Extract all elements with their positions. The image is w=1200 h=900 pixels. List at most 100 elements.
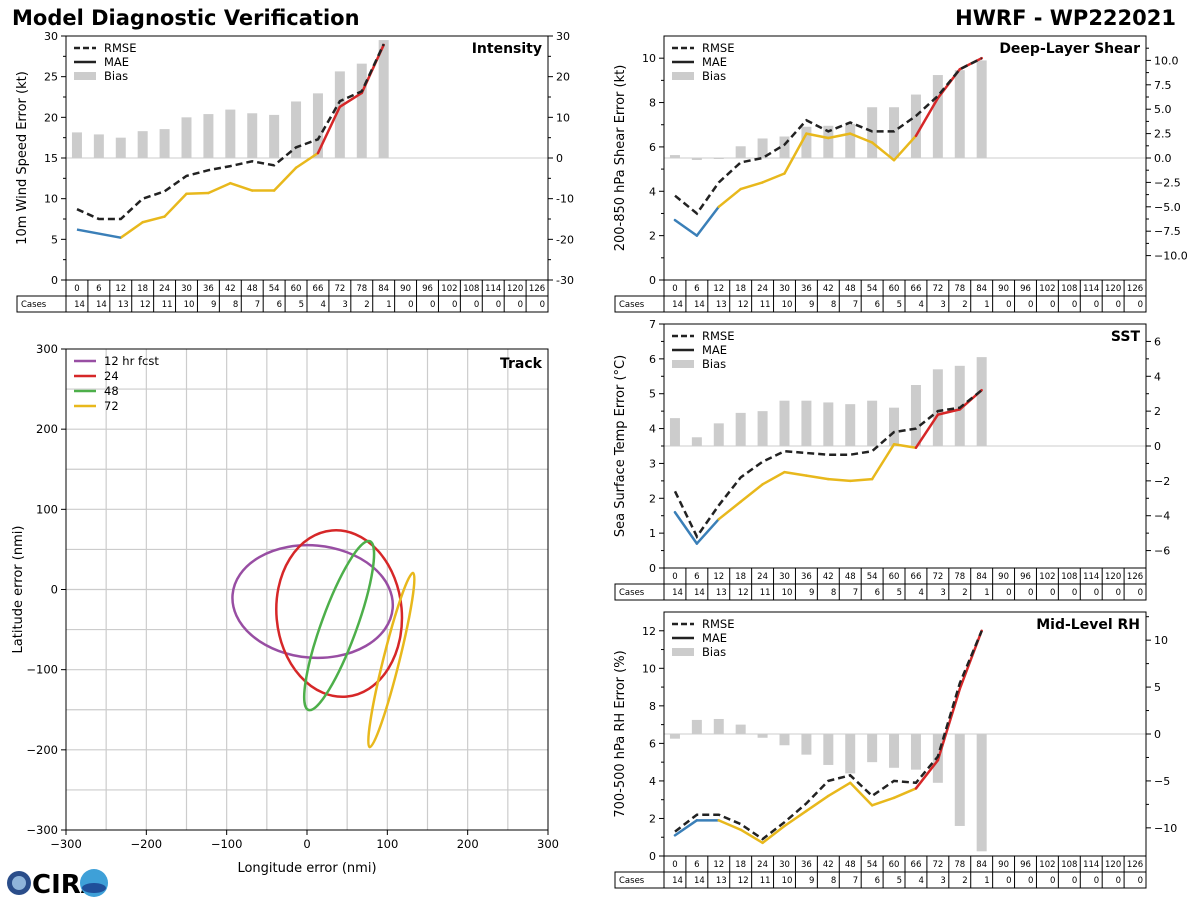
- table-hour: 12: [713, 572, 724, 582]
- table-hour: 24: [757, 572, 768, 582]
- mae-line-segment: [914, 96, 940, 138]
- table-hour: 108: [1061, 860, 1077, 870]
- y-tick-label: 6: [649, 141, 656, 154]
- table-case-count: 0: [1094, 588, 1099, 598]
- table-case-count: 4: [918, 588, 923, 598]
- table-case-count: 12: [140, 300, 151, 310]
- y-tick-label: 10: [44, 193, 58, 206]
- mae-line-segment: [827, 477, 852, 483]
- table-hour: 114: [485, 284, 501, 294]
- table-hour: 54: [867, 284, 878, 294]
- mae-line-segment: [958, 629, 983, 691]
- table-hour: 60: [889, 284, 900, 294]
- table-case-count: 0: [408, 300, 413, 310]
- table-hour: 42: [225, 284, 236, 294]
- table-case-count: 0: [1072, 876, 1077, 886]
- table-hour: 102: [1039, 860, 1055, 870]
- table-case-count: 9: [211, 300, 216, 310]
- y2-tick-label: −4: [1154, 510, 1170, 523]
- track-y-tick-label: 200: [36, 422, 58, 436]
- bias-bar: [889, 734, 900, 768]
- table-case-count: 0: [1094, 300, 1099, 310]
- bias-bar: [225, 109, 236, 158]
- table-case-count: 1: [984, 300, 989, 310]
- mae-line-segment: [739, 483, 764, 504]
- bias-bar: [867, 400, 878, 446]
- y-tick-label: 10: [642, 52, 656, 65]
- table-hour: 84: [976, 572, 987, 582]
- bias-bar: [691, 158, 702, 160]
- y2-tick-label: 10: [1154, 634, 1168, 647]
- table-case-count: 0: [1116, 876, 1121, 886]
- table-case-count: 5: [897, 876, 902, 886]
- legend-bias-label: Bias: [702, 357, 726, 371]
- y-tick-label: 10: [642, 662, 656, 675]
- mae-line-segment: [695, 517, 721, 545]
- legend-bias-swatch: [74, 72, 96, 80]
- table-case-count: 1: [984, 876, 989, 886]
- table-hour: 84: [976, 284, 987, 294]
- mae-line-segment: [163, 192, 188, 218]
- mae-line-segment: [316, 105, 342, 155]
- table-case-count: 6: [875, 300, 880, 310]
- table-case-count: 8: [831, 300, 836, 310]
- bias-bar: [669, 418, 680, 446]
- bias-bar: [823, 125, 834, 158]
- mae-line-segment: [805, 474, 830, 481]
- y2-tick-label: 6: [1154, 335, 1161, 348]
- table-case-count: 0: [540, 300, 545, 310]
- table-case-count: 10: [782, 876, 793, 886]
- chart-panel-track: −300 −200 −100 0 100 200 300 −300 −200 −100 0 100 20…: [11, 342, 559, 876]
- table-hour: 102: [441, 284, 457, 294]
- table-case-count: 2: [962, 876, 967, 886]
- bias-bar: [93, 134, 104, 158]
- y-tick-label: 5: [51, 233, 58, 246]
- cases-label-cell: [614, 295, 665, 313]
- cira-logo: CIRA: [7, 869, 108, 900]
- table-case-count: 0: [1006, 300, 1011, 310]
- bias-bar: [954, 70, 965, 158]
- table-case-count: 2: [364, 300, 369, 310]
- legend-bias-label: Bias: [702, 645, 726, 659]
- table-hour: 6: [694, 572, 699, 582]
- table-case-count: 0: [1116, 588, 1121, 598]
- legend-rmse-label: RMSE: [702, 41, 734, 55]
- track-x-tick-label: 200: [457, 837, 479, 851]
- table-hour: 120: [507, 284, 523, 294]
- chart-panel-deep-layer-shear: 0246810−10.0−7.5−5.0−2.50.02.55.07.510.0…: [613, 35, 1188, 313]
- panel-title: SST: [1111, 329, 1141, 345]
- mae-line-segment: [338, 91, 364, 109]
- table-hour: 36: [203, 284, 214, 294]
- table-hour: 108: [1061, 284, 1077, 294]
- track-ellipse-72: [367, 571, 416, 749]
- bias-bar: [845, 734, 856, 774]
- table-case-count: 13: [716, 876, 727, 886]
- track-x-tick-label: 0: [303, 837, 310, 851]
- rmse-line: [673, 389, 983, 540]
- mae-line-segment: [848, 132, 874, 144]
- table-hour: 78: [356, 284, 367, 294]
- y-tick-label: 1: [649, 527, 656, 540]
- y-tick-label: 12: [642, 625, 656, 638]
- mae-line-segment: [783, 470, 808, 477]
- cases-label-cell: [614, 583, 665, 601]
- table-hour: 42: [823, 284, 834, 294]
- y-tick-label: 15: [44, 152, 58, 165]
- table-case-count: 0: [1072, 300, 1077, 310]
- y-tick-label: 30: [44, 30, 58, 43]
- legend-bias-swatch: [672, 648, 694, 656]
- y2-tick-label: 10: [556, 111, 570, 124]
- y2-tick-label: −2: [1154, 475, 1170, 488]
- mae-line-segment: [761, 824, 786, 845]
- bias-bar: [801, 126, 812, 158]
- bias-bar: [910, 94, 921, 158]
- bias-bar: [137, 131, 148, 158]
- legend-bias-swatch: [672, 360, 694, 368]
- y-axis-label: 200-850 hPa Shear Error (kt): [613, 65, 628, 252]
- table-case-count: 4: [320, 300, 325, 310]
- y2-tick-label: 10.0: [1154, 54, 1179, 67]
- legend-bias-label: Bias: [104, 69, 128, 83]
- mae-line-segment: [827, 781, 852, 798]
- track-y-tick-label: −300: [26, 823, 58, 837]
